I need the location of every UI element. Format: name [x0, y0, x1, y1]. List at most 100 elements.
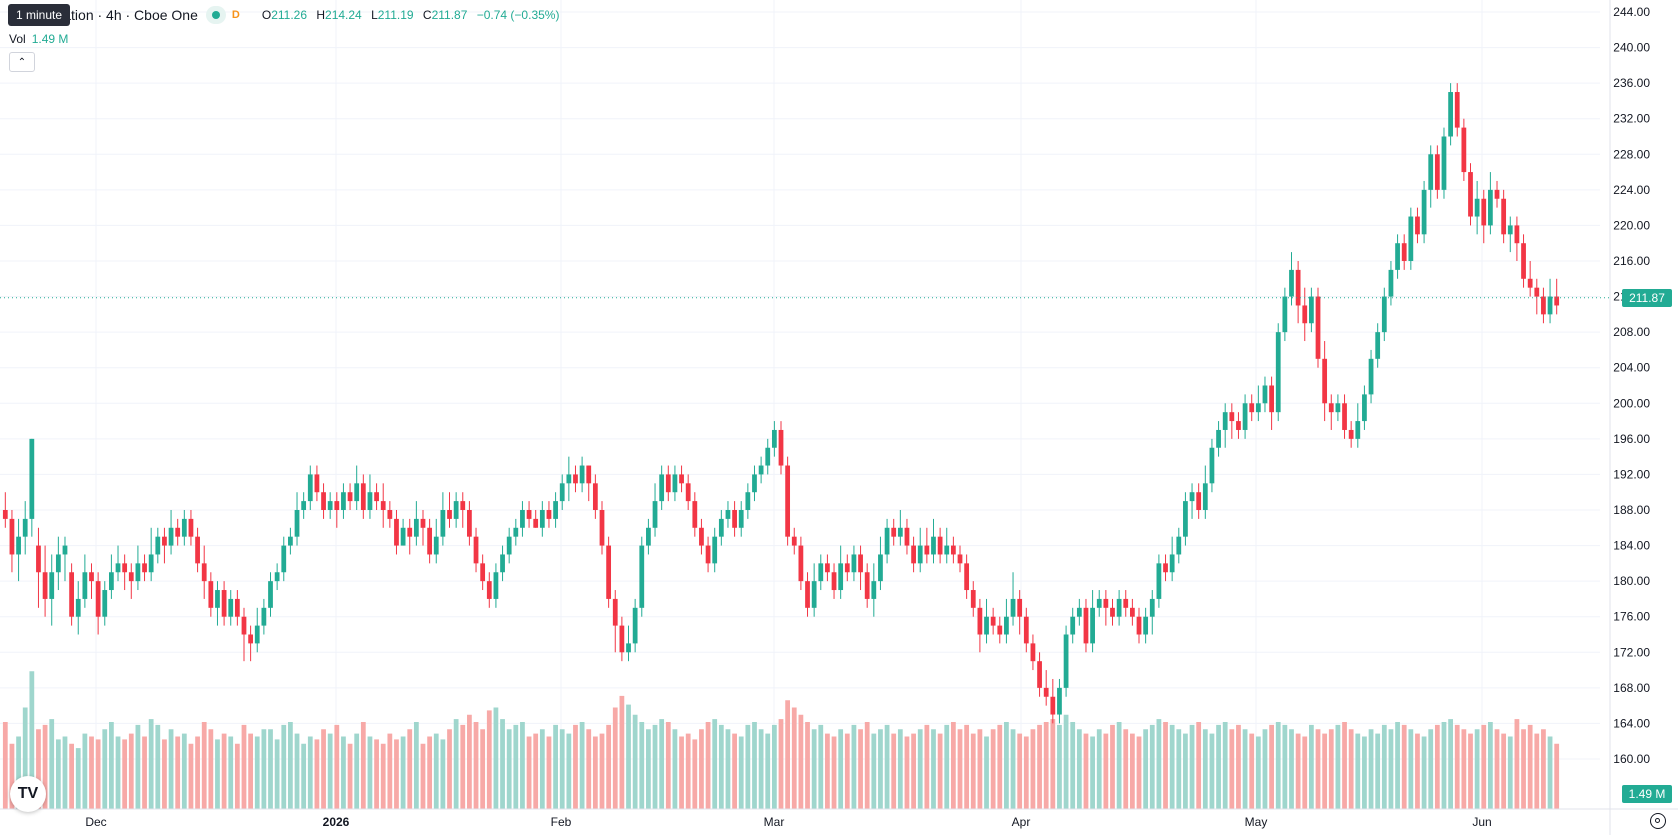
volume-bar: [778, 719, 784, 809]
volume-bar: [2, 722, 8, 809]
candle-body: [699, 527, 704, 546]
candle-body: [1143, 616, 1149, 635]
candle: [891, 518, 897, 546]
candle-body: [626, 643, 631, 653]
price-tick-label: 196.00: [1613, 432, 1650, 446]
volume-bar: [924, 724, 930, 809]
candle: [1269, 376, 1274, 430]
interval-badge[interactable]: D: [231, 9, 240, 21]
volume-bar: [248, 733, 254, 809]
candle-body: [175, 527, 181, 537]
volume-bar: [128, 733, 134, 809]
candle: [878, 536, 883, 591]
collapse-legend-button[interactable]: ⌃: [9, 52, 35, 72]
volume-bar: [1474, 729, 1480, 809]
volume-bar: [990, 729, 996, 809]
volume-bar: [327, 733, 333, 809]
candle-body: [82, 572, 88, 599]
volume-legend: Vol 1.49 M: [9, 32, 68, 46]
candle: [970, 581, 976, 617]
price-tick-label: 208.00: [1613, 325, 1650, 339]
candle-body: [1421, 189, 1427, 235]
candle: [480, 554, 486, 591]
candle: [321, 483, 326, 519]
candle-body: [354, 483, 360, 502]
candle-body: [341, 492, 346, 510]
candle: [1129, 598, 1135, 626]
candle: [241, 607, 247, 662]
candle: [115, 545, 121, 582]
volume-bar: [135, 724, 141, 809]
candle: [1090, 590, 1095, 653]
candle: [1149, 590, 1155, 635]
candle-body: [221, 590, 227, 617]
candle-body: [407, 527, 413, 537]
candle-body: [1083, 607, 1089, 644]
candle: [672, 465, 678, 502]
candle-body: [228, 598, 234, 617]
candle: [248, 625, 254, 662]
time-tick-label: Dec: [85, 815, 106, 829]
volume-bar: [288, 722, 293, 809]
volume-bar: [208, 729, 214, 809]
open-value: 211.26: [271, 8, 307, 22]
market-status-icon[interactable]: [205, 6, 226, 24]
candle-body: [427, 527, 433, 555]
volume-bar: [1236, 724, 1241, 809]
candle: [1541, 287, 1546, 324]
chevron-up-icon: ⌃: [17, 56, 27, 68]
candle-body: [990, 616, 996, 626]
candle: [646, 518, 651, 555]
candle-body: [997, 625, 1003, 635]
candle-body: [1494, 189, 1500, 199]
candle: [1083, 598, 1089, 653]
candle-body: [672, 474, 678, 493]
candle: [1368, 349, 1374, 404]
candle: [566, 456, 572, 502]
candle: [1222, 403, 1228, 448]
candle-body: [1129, 607, 1135, 617]
candle-body: [1063, 634, 1069, 688]
candle: [977, 598, 983, 653]
candle-body: [1308, 296, 1314, 324]
tradingview-logo-icon[interactable]: TV: [10, 776, 46, 812]
candle-body: [1348, 429, 1354, 439]
volume-bar: [646, 729, 651, 809]
price-tick-label: 240.00: [1613, 41, 1650, 55]
candle-body: [944, 545, 950, 555]
ohlc-values: O211.26 H214.24 L211.19 C211.87 −0.74 (−…: [262, 8, 566, 22]
price-tick-label: 216.00: [1613, 254, 1650, 268]
low-value: 211.19: [377, 8, 414, 22]
candle-body: [1441, 136, 1447, 190]
candle: [228, 590, 234, 626]
volume-bar: [745, 724, 751, 809]
candle: [420, 510, 426, 546]
candle: [1163, 554, 1168, 582]
candle: [984, 598, 989, 644]
candle-body: [55, 554, 61, 573]
volume-bar: [440, 739, 446, 809]
volume-bar: [62, 736, 68, 809]
volume-bar: [1368, 729, 1374, 809]
volume-bar: [1415, 733, 1420, 809]
gear-icon[interactable]: [1650, 813, 1666, 829]
candle-body: [1202, 483, 1208, 510]
price-tick-label: 172.00: [1613, 645, 1650, 659]
candle: [1468, 163, 1473, 226]
volume-label: Vol: [9, 32, 26, 46]
candle-body: [1461, 127, 1467, 173]
price-tick-label: 236.00: [1613, 76, 1650, 90]
volume-bar: [818, 724, 824, 809]
last-price-tag: 211.87: [1622, 288, 1672, 307]
volume-bar: [798, 714, 804, 809]
candle-body: [1527, 278, 1533, 288]
volume-bar: [1381, 724, 1387, 809]
candle-body: [1216, 429, 1221, 448]
volume-bar: [16, 736, 21, 809]
candle-body: [858, 554, 863, 573]
volume-bar: [1494, 729, 1500, 809]
volume-bar: [679, 736, 684, 809]
candle: [1229, 403, 1235, 439]
candle-body: [473, 536, 479, 564]
